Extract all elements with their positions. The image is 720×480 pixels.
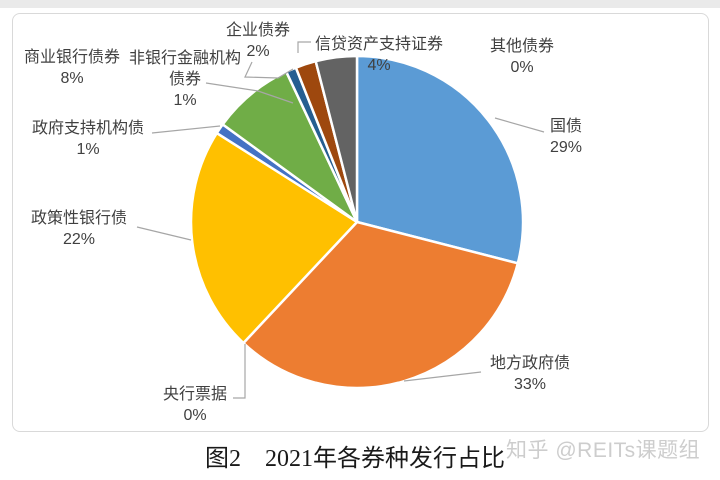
leader-line-credit-abs: [297, 41, 311, 53]
figure-caption: 图2 2021年各券种发行占比: [205, 446, 505, 472]
leader-line-treasury: [494, 117, 545, 133]
pie-slice-local-government: [242, 220, 520, 390]
leader-line-non-bank-financial: [205, 82, 294, 104]
pie-slice-treasury: [355, 54, 525, 265]
pie-slice-policy-bank: [189, 131, 359, 345]
pie-slice-credit-abs: [314, 54, 359, 224]
leader-line-corporate: [244, 61, 294, 79]
leader-line-central-bank-bills: [233, 344, 246, 399]
leader-line-government-supported-agency: [151, 125, 221, 134]
leader-line-local-government: [403, 371, 482, 382]
page-top-edge: [0, 0, 720, 8]
leader-line-policy-bank: [136, 226, 192, 241]
watermark: 知乎 @REITs课题组: [506, 439, 701, 462]
